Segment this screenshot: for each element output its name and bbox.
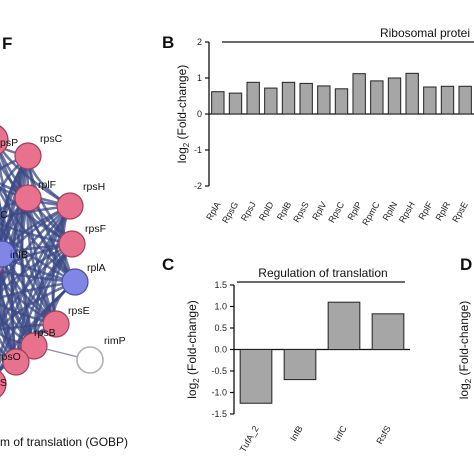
node-label-rpsc-fragment: C (0, 209, 8, 221)
x-tick-label: RpmC (360, 200, 382, 228)
network-edge (0, 162, 58, 325)
bar-rplf (423, 86, 437, 115)
network-node-rpso (2, 348, 30, 376)
bar-rplp (352, 73, 366, 115)
node-label-rpsb: rpsB (34, 327, 56, 339)
group-title: Ribosomal protei (380, 26, 470, 40)
y-tick-label: -1 (194, 145, 202, 155)
x-tick-label: RpsJ (239, 200, 258, 223)
network-node-rpsb (20, 332, 48, 360)
interaction-network: rpsC rplF rpsH rpsF rplA infB rpsE rpsB rpsO rimP… (0, 125, 128, 449)
network-nodes (0, 125, 104, 398)
x-tick-label: RsfS (374, 424, 392, 446)
node-label-rpla: rplA (87, 262, 106, 274)
network-edge (0, 309, 18, 363)
node-label-rpsh: rpsH (83, 181, 105, 193)
network-edge (0, 289, 18, 363)
node-label-bottom-fragment: S (0, 377, 7, 389)
network-node-rpsf (58, 230, 86, 258)
x-tick-label: RpsG (220, 200, 240, 225)
network-labels: rpsC rplF rpsH rpsF rplA infB rpsE rpsB rpsO rimP (0, 133, 126, 363)
bar-rpsc (334, 88, 349, 115)
node-label-rimp: rimP (104, 335, 126, 347)
bar-rpln (387, 77, 402, 115)
bar-rpmc (370, 80, 384, 115)
network-node-rplf (14, 184, 42, 212)
network-edge (0, 189, 76, 283)
y-tick-label: 0.5 (214, 323, 227, 333)
y-tick-label: -2 (194, 181, 202, 191)
node-label-rpsc: rpsC (40, 133, 63, 145)
x-tick-label: RplF (416, 200, 434, 222)
bar-rsfs (371, 313, 405, 350)
bar-rplr (440, 85, 455, 115)
panel-letter-d: D (460, 255, 472, 274)
node-label-rpsp-fragment: psP (0, 137, 18, 149)
node-label-rplf: rplF (38, 179, 56, 191)
y-axis-title-d: log2 (Fold-change) (457, 301, 473, 400)
bar-rplb (281, 81, 296, 115)
node-label-rpsf: rpsF (85, 223, 106, 235)
network-node-partial (0, 125, 9, 155)
y-axis-title: log2 (Fold-change) (185, 300, 201, 399)
network-edge (0, 239, 57, 325)
x-tick-label: RpsS (291, 200, 311, 224)
network-edge (0, 270, 18, 363)
x-tick-label: InfB (288, 424, 305, 443)
bar-rpss (299, 82, 313, 115)
x-tick-label: RpsC (326, 200, 346, 225)
bar-rplv (317, 85, 331, 115)
bar-rpsj (246, 81, 260, 115)
network-caption: m of translation (GOBP) (0, 435, 128, 449)
x-tick-label: RplD (257, 200, 276, 223)
y-tick-label: 1 (197, 73, 202, 83)
y-tick-label: 0 (197, 109, 202, 119)
x-tick-label: InfC (332, 424, 349, 444)
network-node-rpla (61, 268, 89, 296)
y-tick-label: 1.0 (214, 302, 227, 312)
node-label-infb: infB (10, 249, 28, 261)
network-node-rpse (42, 310, 70, 338)
y-tick-label: -0.5 (211, 366, 227, 376)
x-tick-label: TufA_2 (238, 424, 261, 454)
bar-rpsh (405, 72, 419, 115)
y-tick-label: 0.0 (214, 345, 227, 355)
y-tick-label: 1.5 (214, 280, 227, 290)
x-tick-label: RpsE (450, 200, 470, 224)
network-node-rpsc (14, 142, 42, 170)
bar-tufa_2 (239, 349, 273, 404)
y-tick-label: -1.0 (211, 388, 227, 398)
panel-letter-c: C (162, 255, 174, 274)
network-edge (0, 201, 58, 325)
bar-rpld (264, 87, 278, 115)
network-edge (0, 227, 76, 284)
panel-letter-b: B (162, 33, 174, 52)
chart-d: log2 (Fold-change) (457, 301, 473, 400)
y-axis-title: log2 (Fold-change) (175, 65, 191, 164)
x-tick-label: RpsH (397, 200, 417, 224)
network-node-rpsh (56, 192, 84, 220)
network-node-infb (0, 240, 16, 268)
bar-rpse (458, 85, 472, 115)
bar-rpla (211, 91, 225, 115)
bar-infb (283, 349, 317, 381)
chart-regulation-of-translation: -1.5 -1.0 -0.5 0.0 0.5 1.0 1.5 Regulation of tr… (185, 266, 410, 454)
bar-rpsg (228, 92, 243, 115)
bar-infc (327, 301, 361, 351)
node-label-rpso: rpsO (0, 351, 21, 363)
y-tick-label: -1.5 (211, 409, 227, 419)
network-node-partial (0, 370, 7, 398)
node-label-rpse: rpsE (68, 305, 90, 317)
network-node-rimp (76, 346, 104, 374)
panel-letter-f: F (2, 34, 12, 53)
group-title: Regulation of translation (258, 266, 387, 280)
chart-ribosomal-proteins: -2 -1 0 1 2 Ribosomal protei log2 (Fold-change… (175, 26, 474, 227)
network-edge (0, 264, 36, 347)
y-tick-label: 2 (197, 37, 202, 47)
